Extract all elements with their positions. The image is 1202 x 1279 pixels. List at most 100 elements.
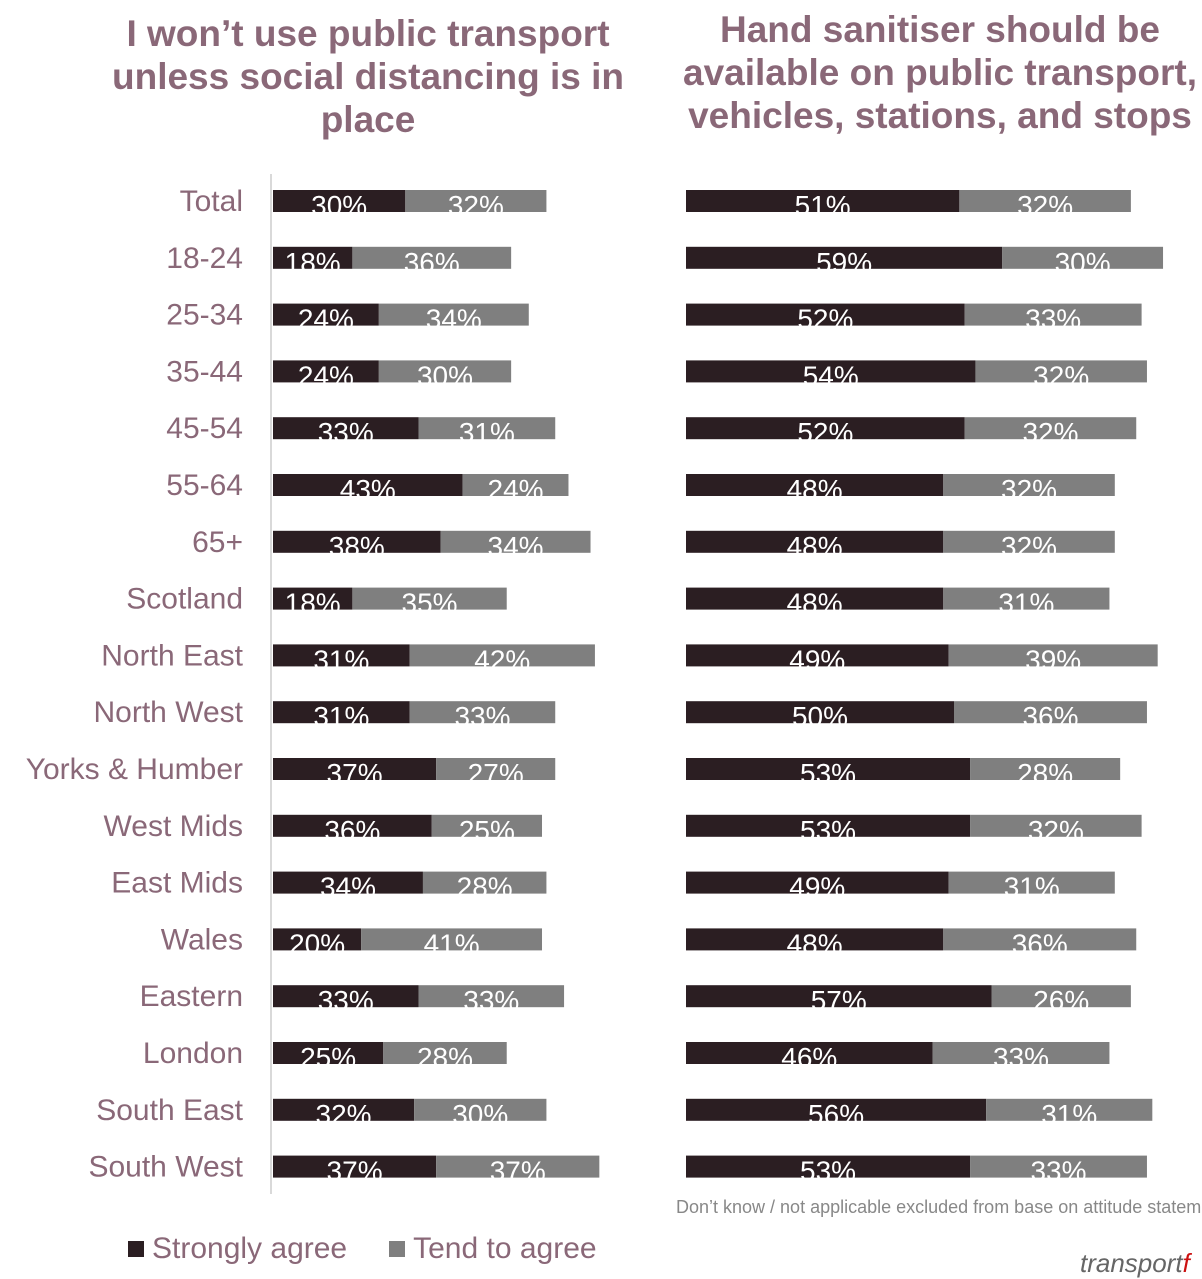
left-bar-tend-to-agree-north-west xyxy=(409,701,556,724)
chart-title-hand-sanitiser: Hand sanitiser should be available on pu… xyxy=(683,9,1197,136)
legend-swatch-tend-to-agree xyxy=(389,1241,406,1257)
left-bar-tend-to-agree-scotland xyxy=(352,587,507,610)
legend: Strongly agree Tend to agree xyxy=(128,1232,639,1266)
left-label-tend-to-agree-south-east: 30% xyxy=(452,1099,508,1130)
category-label-yorks-humber: Yorks & Humber xyxy=(26,753,243,786)
right-bar-strongly-agree-yorks-humber xyxy=(686,758,971,780)
left-bar-strongly-agree-55-64 xyxy=(273,474,463,496)
left-label-strongly-agree-eastern: 33% xyxy=(318,985,374,1016)
category-labels: Total 18-24 25-34 35-44 45-54 55-64 65+ Scotlan… xyxy=(26,185,244,1184)
category-label-west-mids: West Mids xyxy=(104,810,243,843)
right-label-strongly-agree-35-44: 54% xyxy=(803,360,859,391)
left-bar-tend-to-agree-wales xyxy=(361,928,543,951)
category-label-25-34: 25-34 xyxy=(166,299,243,332)
left-label-tend-to-agree-south-west: 37% xyxy=(490,1156,546,1187)
base-footnote: Don’t know / not applicable excluded fro… xyxy=(676,1197,1202,1217)
left-label-tend-to-agree-55-64: 24% xyxy=(488,474,544,505)
right-bar-strongly-agree-west-mids xyxy=(686,814,971,837)
right-bar-tend-to-agree-south-east xyxy=(986,1098,1153,1121)
left-bar-strongly-agree-35-44 xyxy=(273,360,379,383)
right-label-tend-to-agree-east-mids: 31% xyxy=(1004,872,1060,903)
right-bar-tend-to-agree-18-24 xyxy=(1002,246,1164,269)
logo-text: transport xyxy=(1080,1248,1183,1278)
category-label-london: London xyxy=(143,1037,243,1070)
right-bar-strongly-agree-65 xyxy=(686,530,944,553)
left-bar-tend-to-agree-45-54 xyxy=(418,417,556,440)
left-bar-tend-to-agree-yorks-humber xyxy=(436,758,556,780)
right-bar-tend-to-agree-west-mids xyxy=(970,814,1142,837)
right-label-tend-to-agree-eastern: 26% xyxy=(1033,985,1089,1016)
chart-title-social-distancing: I won’t use public transport unless soci… xyxy=(112,13,624,140)
category-label-south-west: South West xyxy=(88,1151,243,1184)
right-label-strongly-agree-north-west: 50% xyxy=(792,701,848,732)
right-label-tend-to-agree-45-54: 32% xyxy=(1022,417,1078,448)
right-label-strongly-agree-18-24: 59% xyxy=(816,247,872,278)
right-bar-tend-to-agree-north-east xyxy=(948,644,1158,667)
left-bar-strongly-agree-london xyxy=(273,1042,384,1064)
left-bar-tend-to-agree-south-west xyxy=(436,1155,600,1178)
right-label-strongly-agree-south-west: 53% xyxy=(800,1156,856,1187)
left-label-tend-to-agree-total: 32% xyxy=(448,190,504,221)
right-label-strongly-agree-45-54: 52% xyxy=(797,417,853,448)
right-bar-tend-to-agree-east-mids xyxy=(948,871,1115,894)
left-label-tend-to-agree-25-34: 34% xyxy=(426,304,482,335)
right-bar-tend-to-agree-scotland xyxy=(943,587,1110,610)
right-label-tend-to-agree-wales: 36% xyxy=(1012,928,1068,959)
left-label-tend-to-agree-london: 28% xyxy=(417,1042,473,1073)
right-label-tend-to-agree-south-east: 31% xyxy=(1041,1099,1097,1130)
right-label-strongly-agree-total: 51% xyxy=(795,190,851,221)
left-bar-strongly-agree-total xyxy=(273,190,406,212)
right-label-tend-to-agree-london: 33% xyxy=(993,1042,1049,1073)
left-bar-strongly-agree-wales xyxy=(273,928,362,951)
right-bar-strongly-agree-north-east xyxy=(686,644,949,667)
left-label-strongly-agree-45-54: 33% xyxy=(318,417,374,448)
right-label-tend-to-agree-25-34: 33% xyxy=(1025,304,1081,335)
left-label-strongly-agree-west-mids: 36% xyxy=(324,815,380,846)
left-bar-strongly-agree-yorks-humber xyxy=(273,758,437,780)
logo-accent: f xyxy=(1182,1248,1190,1278)
left-chart-bars: 30% 32% 18% 36% 24% 34% 24% 30% 33% 31% 43% 24% 38% 3… xyxy=(273,190,600,1187)
right-label-strongly-agree-south-east: 56% xyxy=(808,1099,864,1130)
right-bar-strongly-agree-south-west xyxy=(686,1155,971,1178)
category-label-55-64: 55-64 xyxy=(166,469,243,502)
right-label-tend-to-agree-18-24: 30% xyxy=(1055,247,1111,278)
category-label-south-east: South East xyxy=(96,1094,243,1127)
left-label-strongly-agree-35-44: 24% xyxy=(298,360,354,391)
left-label-tend-to-agree-45-54: 31% xyxy=(459,417,515,448)
left-bar-tend-to-agree-18-24 xyxy=(352,246,512,269)
right-bar-tend-to-agree-25-34 xyxy=(964,303,1142,326)
right-label-tend-to-agree-south-west: 33% xyxy=(1030,1156,1086,1187)
left-label-strongly-agree-east-mids: 34% xyxy=(320,872,376,903)
left-label-strongly-agree-north-west: 31% xyxy=(313,701,369,732)
right-bar-strongly-agree-london xyxy=(686,1042,933,1064)
category-label-total: Total xyxy=(180,185,243,218)
left-bar-strongly-agree-scotland xyxy=(273,587,353,610)
right-label-strongly-agree-london: 46% xyxy=(781,1042,837,1073)
left-label-strongly-agree-south-west: 37% xyxy=(327,1156,383,1187)
right-label-strongly-agree-55-64: 48% xyxy=(787,474,843,505)
right-bar-strongly-agree-eastern xyxy=(686,985,992,1008)
right-label-tend-to-agree-65: 32% xyxy=(1001,531,1057,562)
category-label-east-mids: East Mids xyxy=(111,867,243,900)
category-label-north-east: North East xyxy=(101,639,243,672)
left-label-strongly-agree-north-east: 31% xyxy=(313,644,369,675)
legend-label-tend-to-agree: Tend to agree xyxy=(413,1232,597,1265)
left-label-strongly-agree-total: 30% xyxy=(311,190,367,221)
right-bar-strongly-agree-35-44 xyxy=(686,360,976,383)
left-bar-tend-to-agree-35-44 xyxy=(378,360,512,383)
right-bar-strongly-agree-25-34 xyxy=(686,303,965,326)
right-label-strongly-agree-west-mids: 53% xyxy=(800,815,856,846)
right-bar-tend-to-agree-35-44 xyxy=(975,360,1147,383)
right-label-strongly-agree-65: 48% xyxy=(787,531,843,562)
left-bar-strongly-agree-25-34 xyxy=(273,303,379,326)
right-label-tend-to-agree-35-44: 32% xyxy=(1033,360,1089,391)
right-bar-strongly-agree-18-24 xyxy=(686,246,1003,269)
category-label-35-44: 35-44 xyxy=(166,355,243,388)
legend-swatch-strongly-agree xyxy=(128,1241,144,1257)
left-label-tend-to-agree-north-west: 33% xyxy=(454,701,510,732)
right-label-tend-to-agree-scotland: 31% xyxy=(998,588,1054,619)
category-label-45-54: 45-54 xyxy=(166,412,243,445)
left-bar-strongly-agree-north-east xyxy=(273,644,410,667)
left-bar-tend-to-agree-north-east xyxy=(409,644,595,667)
